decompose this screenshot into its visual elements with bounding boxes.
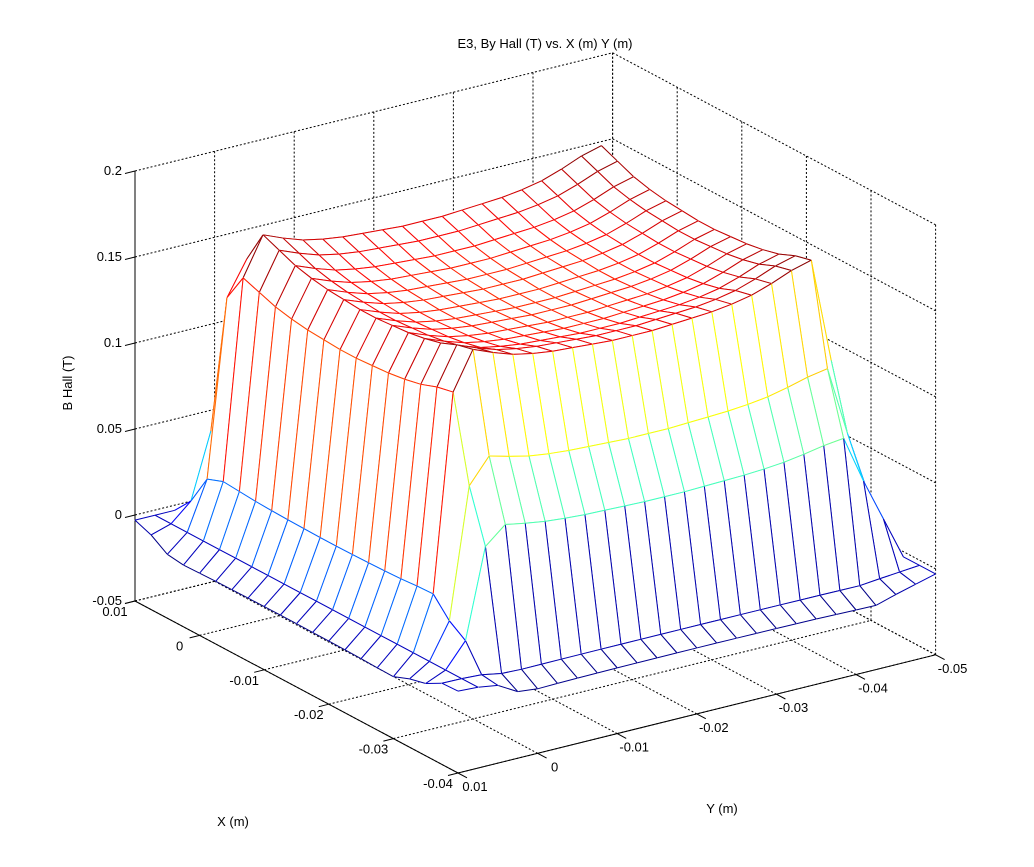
z-tick-mark [124, 170, 136, 174]
x-tick-label: 0 [176, 638, 183, 653]
y-tick-label: 0.01 [462, 779, 487, 794]
x-tick-label: -0.01 [229, 673, 259, 688]
x-tick-label: 0.01 [102, 604, 127, 619]
x-tick-mark [254, 669, 265, 673]
z-tick-label: -0.05 [92, 593, 122, 608]
z-tick-label: 0.05 [97, 421, 122, 436]
y-axis-label: Y (m) [706, 801, 738, 816]
y-tick-label: -0.05 [938, 661, 968, 676]
y-tick-mark [457, 772, 468, 779]
z-tick-label: 0.15 [97, 249, 122, 264]
z-tick-label: 0.1 [104, 335, 122, 350]
y-tick-label: 0 [551, 759, 558, 774]
z-tick-mark [124, 342, 136, 346]
x-tick-mark [318, 703, 329, 708]
x-tick-mark [447, 772, 459, 776]
z-tick-label: 0 [115, 507, 122, 522]
y-tick-mark [696, 713, 707, 720]
y-tick-mark [616, 733, 627, 739]
x-tick-label: -0.03 [359, 742, 389, 757]
mesh-surface [134, 144, 937, 693]
ticks-layer: -0.05 0 0.05 0.1 0.15 0.2 0.01 0 -0.01 -0.02 -0.03… [92, 163, 967, 794]
grid-line [612, 52, 936, 226]
z-tick-mark [124, 256, 136, 260]
x-tick-mark [124, 600, 136, 604]
z-tick-mark [124, 428, 136, 432]
y-tick-mark [776, 693, 786, 700]
grid-line [214, 580, 538, 754]
x-tick-label: -0.02 [294, 707, 324, 722]
x-axis-label: X (m) [217, 814, 249, 829]
y-tick-label: -0.03 [779, 700, 809, 715]
y-tick-label: -0.01 [619, 740, 649, 755]
grid-line [612, 138, 936, 312]
x-tick-label: -0.04 [423, 776, 453, 791]
x-tick-mark [189, 634, 200, 639]
x-tick-mark [383, 738, 394, 742]
y-tick-label: -0.04 [858, 681, 888, 696]
y-tick-mark [537, 752, 547, 759]
y-tick-mark [855, 674, 866, 680]
y-tick-label: -0.02 [699, 720, 729, 735]
z-tick-mark [124, 514, 136, 518]
y-tick-mark [935, 654, 945, 661]
z-axis-label: B Hall (T) [60, 356, 75, 411]
x-axis-line [134, 600, 459, 774]
z-tick-label: 0.2 [104, 163, 122, 178]
plot-title: E3, By Hall (T) vs. X (m) Y (m) [457, 36, 632, 51]
